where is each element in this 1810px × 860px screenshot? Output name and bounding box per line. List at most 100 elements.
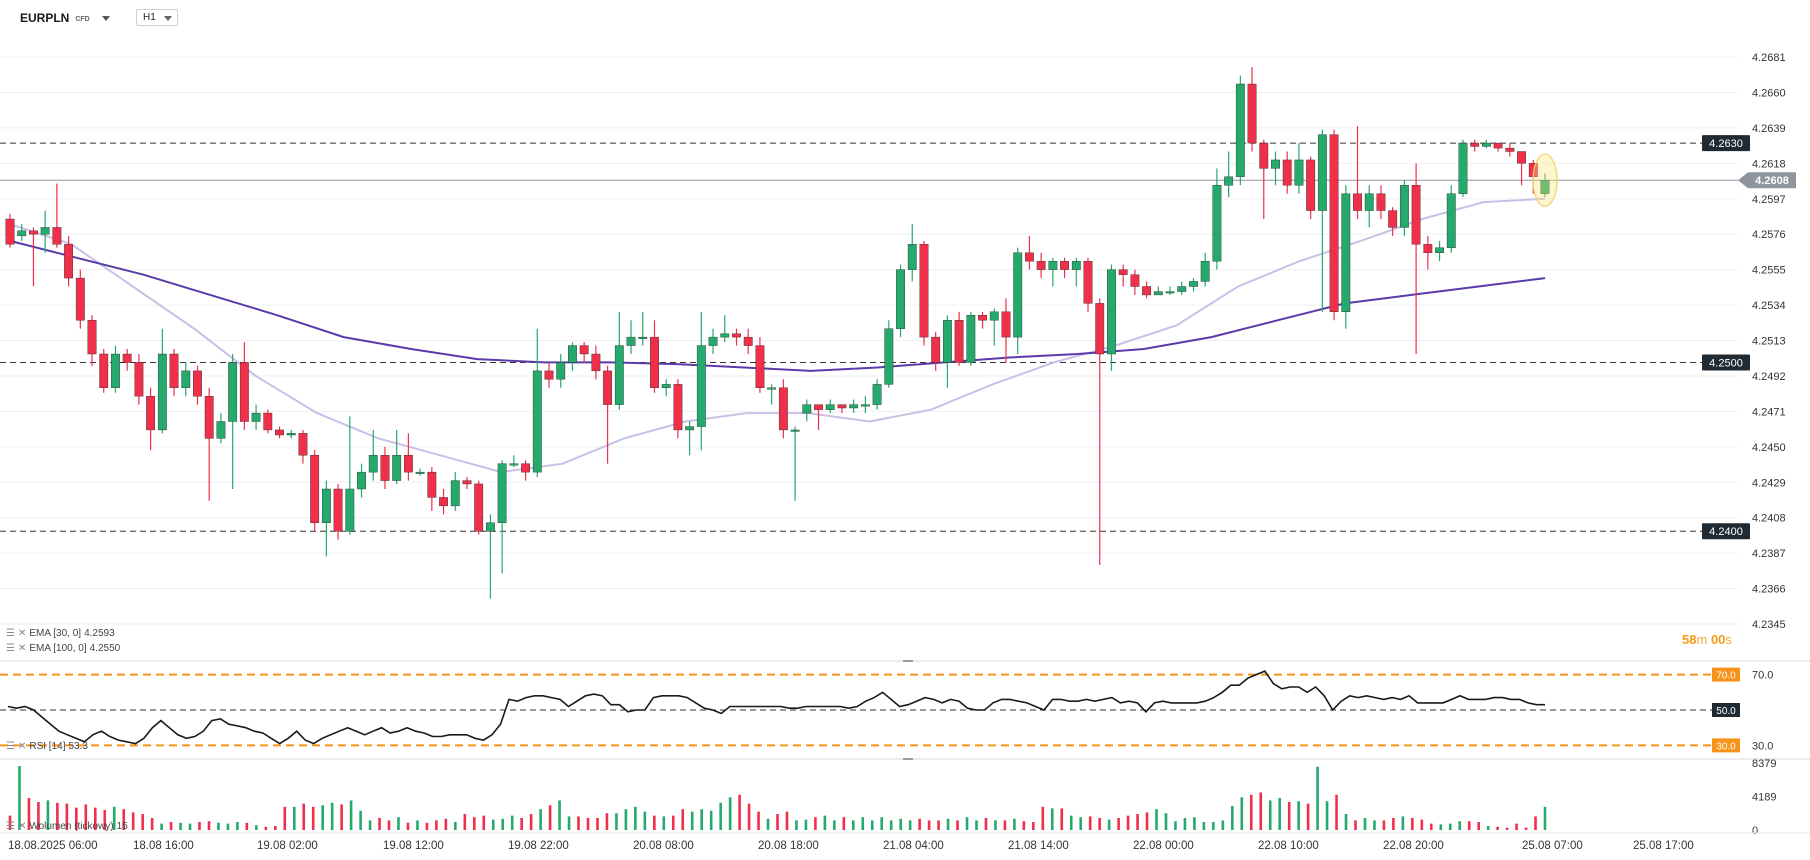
volume-bar — [18, 766, 21, 830]
volume-bar — [368, 820, 372, 830]
candle-body — [919, 244, 929, 338]
countdown-minutes-unit: m — [1696, 632, 1708, 647]
volume-bar — [529, 814, 533, 830]
volume-bar — [899, 818, 902, 830]
candle-body — [134, 362, 144, 397]
candle-body — [896, 269, 905, 329]
ema30-legend: ☰ ✕ EMA [30, 0] 4.2593 — [6, 628, 115, 639]
price-tick-label: 4.2492 — [1752, 371, 1786, 383]
candle-body — [626, 336, 636, 346]
close-icon[interactable]: ✕ — [17, 821, 27, 832]
candle-body — [1177, 286, 1187, 292]
candle-body — [1259, 142, 1269, 169]
volume-bar — [1505, 827, 1509, 830]
candle-body — [40, 227, 50, 235]
volume-bar — [615, 813, 618, 830]
candle-body — [181, 370, 191, 388]
rsi-panel: 70.0 50.0 30.0 — [0, 667, 1740, 753]
countdown-minutes: 58 — [1682, 632, 1697, 647]
volume-bar — [179, 822, 182, 830]
time-tick-label: 22.08 20:00 — [1383, 840, 1444, 852]
rsi-tick-label: 70.0 — [1752, 670, 1773, 682]
close-icon[interactable]: ✕ — [17, 628, 27, 639]
volume-bar — [1486, 826, 1490, 830]
symbol-name: EURPLN — [20, 11, 70, 25]
settings-icon[interactable]: ☰ — [6, 821, 15, 832]
candle-body — [1048, 260, 1058, 270]
volume-bar — [965, 817, 969, 830]
candle-body — [989, 311, 999, 321]
volume-bar — [122, 809, 126, 830]
volume-bar — [662, 816, 666, 830]
candle-body — [380, 455, 390, 481]
candle-body — [872, 384, 882, 405]
time-tick-label: 19.08 12:00 — [383, 840, 444, 852]
settings-icon[interactable]: ☰ — [6, 741, 15, 752]
volume-bar — [463, 814, 467, 830]
volume-bar — [65, 803, 69, 830]
candle-body — [1517, 151, 1526, 164]
candle-body — [17, 230, 27, 237]
candle-body — [591, 353, 601, 372]
level-label: 4.2500 — [1709, 357, 1743, 369]
volume-bar — [198, 822, 201, 830]
volume-bar — [236, 822, 239, 830]
candle-body — [1200, 260, 1210, 282]
time-tick-label: 25.08 17:00 — [1633, 840, 1694, 852]
candle-body — [1364, 193, 1374, 211]
candle-body — [1013, 252, 1023, 338]
time-tick-label: 22.08 00:00 — [1133, 840, 1194, 852]
candle-body — [603, 370, 613, 405]
settings-icon[interactable]: ☰ — [6, 643, 15, 654]
candle-body — [1060, 260, 1069, 270]
candle-body — [298, 433, 308, 456]
candle-body — [1001, 311, 1011, 338]
volume-bar — [956, 820, 959, 830]
volume-bar — [491, 819, 495, 830]
volume-bar — [700, 809, 703, 830]
volume-bar — [1183, 818, 1187, 830]
close-icon[interactable]: ✕ — [17, 741, 27, 752]
symbol-selector[interactable]: EURPLN CFD — [20, 11, 110, 25]
candle-body — [720, 333, 730, 338]
candle-body — [427, 471, 437, 498]
last-candle-highlight — [1532, 153, 1558, 207]
last-candle-marker — [1532, 153, 1558, 207]
candle-body — [767, 387, 777, 390]
candle-body — [860, 404, 870, 407]
candle-body — [521, 463, 530, 473]
time-tick-label: 21.08 04:00 — [883, 840, 944, 852]
volume-bar — [406, 822, 410, 830]
candle-body — [1224, 176, 1234, 186]
volume-bar — [994, 820, 997, 830]
price-tick-label: 4.2366 — [1752, 584, 1786, 596]
candle-body — [1423, 244, 1433, 253]
volume-bar — [46, 800, 50, 830]
settings-icon[interactable]: ☰ — [6, 628, 15, 639]
volume-bar — [1411, 818, 1414, 830]
timeframe-select[interactable]: H1 — [136, 9, 178, 26]
candle-body — [650, 336, 659, 388]
close-icon[interactable]: ✕ — [17, 643, 27, 654]
candle-body — [1458, 142, 1468, 194]
price-tick-label: 4.2576 — [1752, 229, 1786, 241]
volume-bar — [728, 797, 732, 830]
volume-bar — [454, 822, 457, 830]
candle-body — [1481, 142, 1491, 147]
volume-bar — [1420, 819, 1424, 830]
volume-bar — [1467, 821, 1471, 830]
candle-body — [1446, 193, 1456, 248]
volume-bar — [1316, 766, 1319, 830]
volume-bar — [861, 817, 865, 830]
chevron-down-icon — [101, 15, 110, 21]
volume-bar — [160, 823, 163, 830]
volume-bar — [719, 802, 722, 830]
candle-body — [579, 345, 589, 355]
volume-bar — [510, 815, 514, 830]
ema100-label: EMA [100, 0] — [29, 643, 87, 654]
candle-body — [1505, 147, 1515, 152]
candle-body — [673, 384, 683, 431]
candle-body — [837, 404, 847, 409]
volume-bar — [349, 800, 353, 830]
